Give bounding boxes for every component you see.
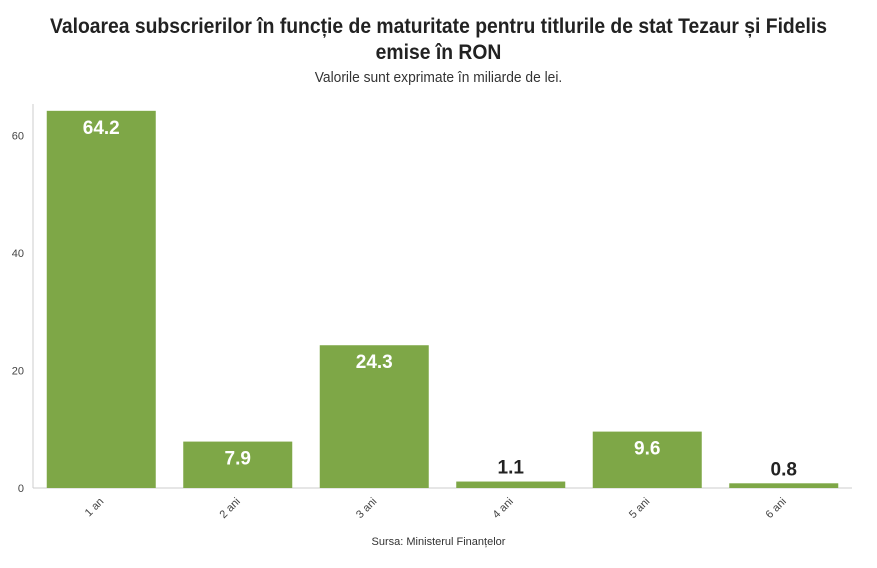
x-tick-label: 1 an <box>83 496 107 520</box>
bar-value-label: 24.3 <box>356 352 393 373</box>
x-tick-label: 4 ani <box>491 496 516 521</box>
y-tick-label: 20 <box>12 366 24 378</box>
bar-value-label: 0.8 <box>771 459 797 480</box>
bar-value-label: 1.1 <box>498 458 525 479</box>
x-tick-label: 2 ani <box>218 496 243 521</box>
x-tick-label: 3 ani <box>354 496 379 521</box>
bar <box>729 483 839 488</box>
bar-value-label: 64.2 <box>83 118 120 139</box>
bar-value-label: 9.6 <box>634 439 660 460</box>
bar <box>456 481 566 488</box>
bar <box>319 345 429 488</box>
bar <box>592 431 702 488</box>
bar-value-label: 7.9 <box>225 449 251 470</box>
chart-subtitle: Valorile sunt exprimate în miliarde de l… <box>314 69 563 86</box>
x-tick-label: 6 ani <box>764 496 789 521</box>
y-tick-label: 40 <box>12 248 24 260</box>
y-tick-label: 60 <box>12 131 24 143</box>
bar <box>183 441 293 488</box>
y-tick-label: 0 <box>18 483 24 495</box>
bar <box>46 110 156 488</box>
chart-title: Valoarea subscrierilor în funcție de mat… <box>50 15 827 64</box>
x-tick-label: 5 ani <box>627 496 652 521</box>
chart-caption: Sursa: Ministerul Finanțelor <box>371 536 506 548</box>
